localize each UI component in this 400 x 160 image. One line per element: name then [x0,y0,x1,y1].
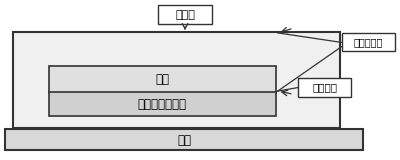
Bar [158,5,212,24]
Text: 热电偶: 热电偶 [175,10,195,20]
Text: 温度测量仪: 温度测量仪 [354,37,383,47]
Text: 金属垫片: 金属垫片 [312,83,337,93]
Bar [48,92,276,116]
Bar [13,32,340,128]
Text: 电炉丝加热装置: 电炉丝加热装置 [138,98,187,111]
Text: 桌面: 桌面 [177,134,191,147]
Text: 样品: 样品 [155,73,169,86]
Bar [342,33,395,52]
Bar [5,129,364,150]
Bar [48,66,276,93]
Bar [298,78,352,97]
